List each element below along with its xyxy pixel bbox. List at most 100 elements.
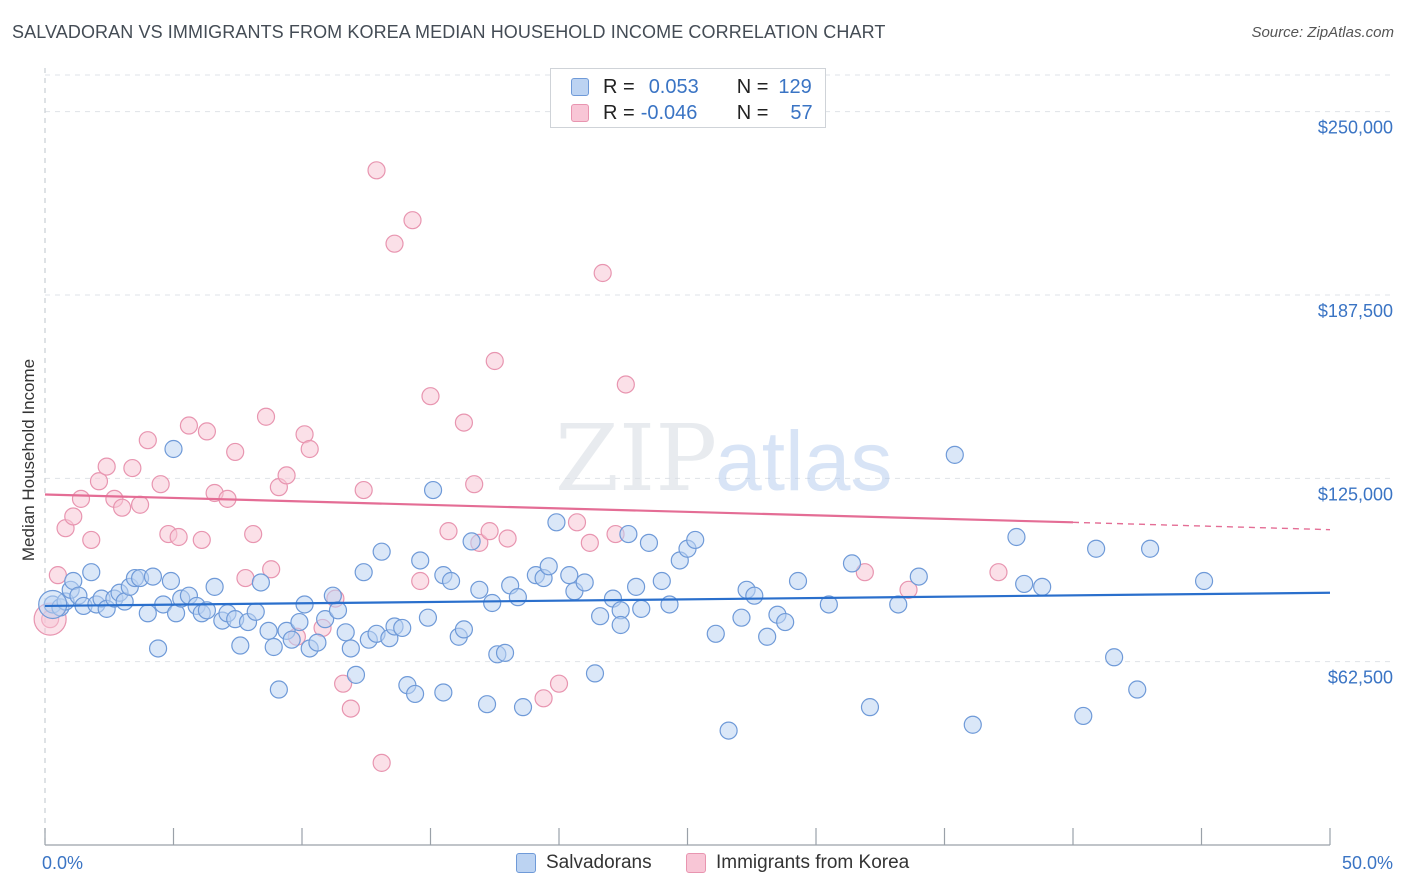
salvadoran-point: [470, 580, 489, 599]
legend-n-value: 57: [790, 101, 813, 124]
korea-point: [372, 753, 391, 772]
korea-point: [421, 387, 440, 406]
bottom-legend-korea: Immigrants from Korea: [686, 852, 909, 874]
salvadoran-point: [1140, 539, 1160, 558]
korea-point: [277, 466, 296, 485]
korea-point: [567, 513, 587, 532]
korea-point: [367, 161, 386, 180]
korea-point: [498, 529, 517, 548]
legend-r-value: 0.053: [648, 75, 699, 98]
salvadoran-point: [776, 612, 795, 632]
salvadoran-point: [1087, 539, 1106, 558]
korea-trend-line: [44, 493, 1074, 524]
korea-point: [236, 568, 255, 588]
salvadoran-point: [1074, 706, 1093, 726]
salvadoran-point: [143, 567, 163, 586]
salvadoran-point: [354, 563, 373, 582]
korea-point: [256, 407, 276, 426]
salvadoran-point: [316, 610, 335, 629]
trend-lines: [44, 493, 1331, 608]
salvadoran-point: [393, 618, 412, 638]
salvadoran-point: [619, 524, 638, 544]
salvadoran-point: [205, 577, 224, 596]
salvadoran-point: [1033, 577, 1052, 596]
salvadoran-point: [251, 573, 270, 592]
salvadoran-point: [909, 567, 928, 586]
korea-point: [262, 560, 281, 579]
salvadoran-point: [138, 604, 157, 623]
axes: [44, 68, 1331, 846]
y-tick-labels: $62,500 $125,000 $187,500 $250,000: [1318, 118, 1393, 688]
korea-point: [169, 527, 188, 547]
bottom-legend-salvadorans: Salvadorans: [516, 852, 652, 874]
korea-point: [341, 699, 360, 718]
salvadoran-point: [585, 664, 605, 683]
salvadoran-point: [372, 542, 391, 561]
bottom-legend-swatch-blue: [516, 853, 536, 873]
salvadoran-point-cluster: [38, 589, 68, 620]
korea-point: [439, 522, 458, 541]
salvadoran-point: [745, 586, 764, 605]
watermark: ZIP atlas: [555, 405, 892, 512]
korea-point: [112, 498, 132, 517]
korea-point: [385, 234, 404, 253]
korea-point: [580, 533, 599, 552]
salvadoran-point: [264, 637, 283, 657]
korea-point: [465, 475, 484, 494]
korea-point: [403, 211, 422, 230]
watermark-atlas: atlas: [715, 414, 892, 508]
legend-swatch-blue: [571, 78, 589, 96]
salvadoran-point: [346, 665, 366, 684]
salvadoran-point: [819, 595, 838, 614]
korea-point: [855, 563, 874, 582]
salvadoran-point: [591, 607, 610, 626]
korea-trend-extension: [1072, 521, 1331, 531]
x-tick-label-max: 50.0%: [1342, 853, 1393, 873]
y-tick-label: $187,500: [1318, 301, 1393, 321]
salvadoran-point: [719, 721, 738, 740]
salvadoran-point: [269, 680, 288, 699]
salvadoran-point: [405, 684, 425, 704]
correlation-legend: R = 0.053 N = 129 R = -0.046 N = 57: [550, 68, 826, 128]
salvadoran-point: [539, 557, 558, 576]
korea-point: [71, 489, 91, 508]
legend-swatch-pink: [571, 104, 589, 122]
salvadoran-point: [860, 698, 880, 717]
salvadoran-point: [842, 554, 862, 573]
salvadoran-point: [441, 571, 461, 591]
salvadoran-point: [82, 563, 101, 582]
salvadoran-point: [1128, 680, 1147, 699]
series-korea-points: [33, 161, 1008, 772]
korea-point: [179, 416, 199, 435]
y-tick-label: $125,000: [1318, 484, 1393, 504]
salvadoran-point: [788, 571, 808, 591]
y-tick-label: $250,000: [1318, 118, 1393, 138]
korea-point: [593, 263, 612, 283]
watermark-zip: ZIP: [555, 405, 717, 512]
korea-point: [123, 458, 142, 478]
salvadoran-point: [411, 551, 430, 570]
korea-point: [151, 475, 170, 494]
korea-point: [334, 674, 353, 693]
korea-point: [549, 674, 569, 693]
salvadoran-point: [652, 571, 671, 591]
legend-row-korea: R = -0.046 N = 57: [571, 100, 813, 126]
salvadoran-point: [259, 621, 278, 640]
salvadoran-point: [423, 480, 443, 500]
salvadoran-point: [611, 615, 630, 635]
salvadoran-point: [462, 532, 481, 551]
salvadoran-point: [164, 439, 183, 459]
salvadoran-point: [161, 571, 181, 591]
bottom-legend-swatch-pink: [686, 853, 706, 873]
salvadoran-point: [706, 624, 725, 643]
korea-point: [534, 689, 553, 708]
x-tick-labels: 0.0% 50.0%: [42, 853, 1393, 873]
salvadoran-point: [639, 533, 659, 552]
salvadoran-point: [328, 601, 348, 620]
salvadoran-point: [246, 602, 265, 621]
salvadoran-point: [231, 636, 250, 655]
salvadoran-point: [508, 588, 527, 607]
salvadoran-point: [1194, 571, 1214, 591]
salvadoran-point: [560, 566, 579, 585]
